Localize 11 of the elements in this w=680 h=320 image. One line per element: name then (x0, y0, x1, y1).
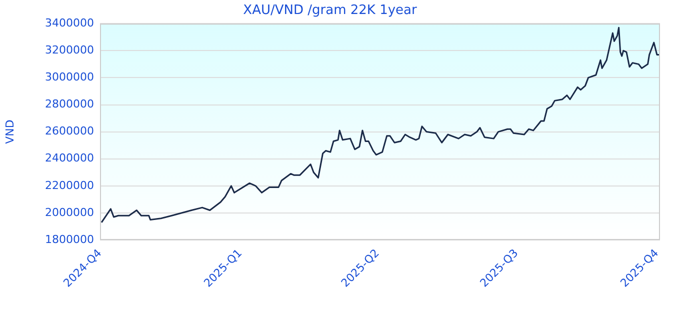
y-tick-label: 3200000 (45, 44, 94, 57)
y-tick-label: 3400000 (45, 16, 94, 30)
y-tick-label: 2200000 (45, 178, 94, 192)
chart-title: XAU/VND /gram 22K 1year (243, 3, 418, 18)
y-tick-label: 3000000 (45, 70, 94, 84)
y-axis-title: VND (3, 120, 16, 144)
y-tick-label: 1800000 (45, 232, 94, 246)
y-tick-label: 2000000 (45, 206, 94, 219)
y-tick-label: 2600000 (45, 124, 94, 138)
y-tick-label: 2400000 (45, 152, 94, 165)
y-tick-label: 2800000 (45, 98, 94, 111)
